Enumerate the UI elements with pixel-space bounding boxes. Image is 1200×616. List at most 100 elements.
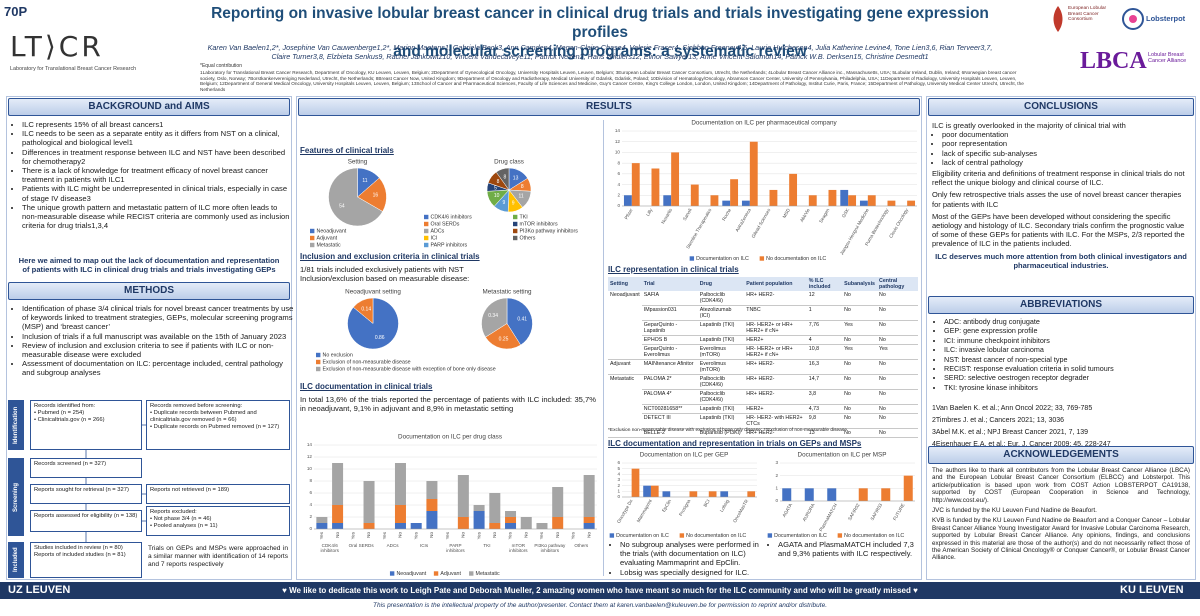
x-tick-label: PlasmaMATCH [818,503,838,533]
legend-label: ICI [431,235,438,241]
bar [749,141,758,206]
legend-swatch [433,571,439,576]
legend-label: Oral SERDs [431,221,460,227]
column-header: Central pathology [877,277,918,291]
bar-segment [583,475,595,517]
table-cell: 4 [806,335,843,345]
group-label: PI3Kα pathway inhibitors [534,543,566,554]
table-cell: Buparlisib (PI3Ki) [697,428,745,438]
results-panel [296,96,922,580]
x-tick-label: Yes [539,531,544,539]
legend-swatch [767,533,773,538]
equal-contribution: *Equal contribution [200,63,242,69]
legend-swatch [316,366,321,372]
bar [907,200,916,206]
lobsterpot-icon [1122,8,1144,30]
table-cell: HR- HER2- with HER2+ CTCs [744,413,807,429]
x-tick-label: AstraZeneca [734,207,752,232]
flow-stage: Screening [8,458,24,536]
bar [827,488,837,501]
group-label: Oral SERDs [348,543,374,548]
bar [782,488,792,501]
legend-label: Documentation on ILC [616,533,669,539]
bar-segment [457,517,469,529]
list-item: ILC represents 15% of all breast cancers… [22,120,294,129]
trial-table: Setting Trial Drug Patient population% ILC … [608,277,918,438]
table-cell: No [877,389,918,405]
uz-logo: UZ LEUVEN [8,584,71,596]
list-item: RECIST: response evaluation criteria in … [944,364,1200,373]
y-tick-label: 4 [617,182,620,187]
bar [730,179,739,206]
legend-swatch [609,533,615,538]
msp-list: AGATA and PlasmaMATCH included 7,3 and 9… [768,540,926,558]
authors: Karen Van Baelen1,2*, Josephine Van Cauw… [207,43,993,61]
elbcc-icon [1053,6,1063,32]
methods-list: Identification of phase 3/4 clinical tri… [12,304,294,378]
bar [867,195,876,206]
bar [887,200,896,206]
bar-segment [426,499,438,511]
x-tick-label: Clovis Oncology [888,207,909,239]
bar-segment [583,517,595,523]
table-cell: Lapatinib (TKI) [697,335,745,345]
flow-text: Studies included in review (n = 80) [34,545,123,551]
y-tick-label: 6 [309,490,312,495]
legend-swatch [389,571,395,576]
legend-swatch [837,533,843,538]
list-item: ICI: immune checkpoint inhibitors [944,336,1200,345]
y-tick-label: 0 [309,526,312,531]
x-tick-label: Novartis [660,207,673,225]
legend-label: No documentation on ILC [766,256,826,262]
table-cell: Everolimus (mTORi) [697,344,745,360]
bar-segment [505,511,517,517]
table-cell: NCT00281658** [641,404,698,414]
lobsterpot-text: Lobsterpot [1146,14,1186,23]
bar-segment [552,517,564,529]
list-item: GEP: gene expression profile [944,326,1200,335]
x-tick-label: SAFIR03 [870,502,884,521]
table-cell: No [842,413,878,429]
bar [651,168,660,206]
chart: Documentation on ILC per drug class 0 2 4 6 8… [307,434,597,577]
dedication: ♥ We like to dedicate this work to Leigh… [282,586,918,595]
bar-segment [473,505,485,511]
y-tick-label: 10 [615,150,621,155]
y-tick-label: 8 [617,160,620,165]
affiliations: 1Laboratory for Translational Breast Can… [200,70,1024,92]
chart: Documentation on ILC per MSP 0 1 2 3 AGATA AUR… [767,452,915,539]
chart-title: Drug class [494,159,524,166]
bar [663,195,672,206]
legend-swatch [689,256,695,261]
chart: Metastatic setting 0.41 0.25 0.34 [481,289,533,350]
table-cell: 3,8 [806,389,843,405]
flow-box: Records removed before screening: • Dupli… [146,400,290,450]
list-item: TKI: tyrosine kinase inhibitors [944,383,1200,392]
x-tick-label: AbbVie [799,207,811,223]
table-cell: HER2+ [744,404,807,414]
subheading: ILC documentation in clinical trials [300,382,433,391]
table-cell: HER2+ [744,335,807,345]
table-cell: No [877,359,918,375]
references: 1Van Baelen K. et al.; Ann Oncol 2022; 3… [932,404,1190,452]
y-tick-label: 0 [617,203,620,208]
legend-label: Metastatic [317,242,341,248]
table-cell: HR+ HER2- [744,389,807,405]
bar-segment [394,505,406,523]
flow-text: • Pubmed (n = 254) [34,409,85,416]
group-label: ADCs [386,543,399,548]
x-tick-label: Prosigna [678,498,692,517]
table-cell: No [877,305,918,321]
table-cell: HR+ HER2- [744,291,807,306]
column-header: Drug [697,277,745,291]
y-tick-label: 12 [615,139,621,144]
title-line: and molecular screening programs: a syst… [393,43,807,60]
bar [631,468,640,497]
table-cell: Lapatinib (TKI) [697,404,745,414]
paragraph: 4Eisenhauer E.A. et al.; Eur. J. Cancer … [932,441,1111,448]
chart: Setting 11 16 54 NeoadjuvantAdjuvantMetastat… [310,159,387,248]
table-row: Metastatic PALOMA 2* Palbociclib (CDK4/6i)… [608,374,918,438]
x-tick-label: No [335,532,340,538]
slice-label: 11 [362,178,367,184]
table-cell: Lapatinib (TKI) [697,413,745,429]
